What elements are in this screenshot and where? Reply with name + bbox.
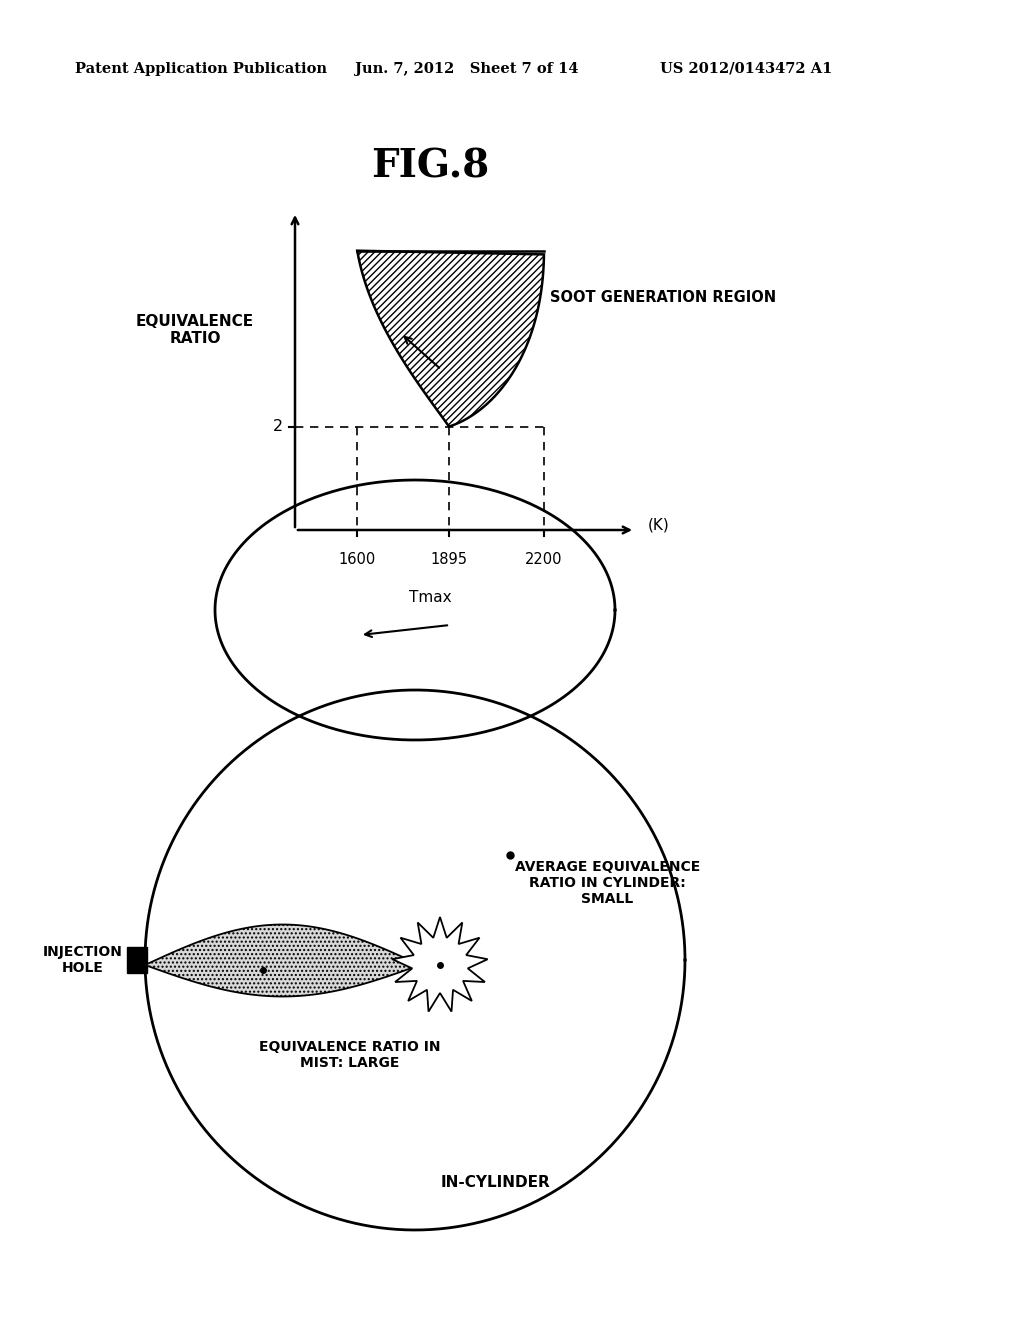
Polygon shape bbox=[357, 251, 544, 426]
Text: US 2012/0143472 A1: US 2012/0143472 A1 bbox=[660, 62, 833, 77]
Text: EQUIVALENCE RATIO IN
MIST: LARGE: EQUIVALENCE RATIO IN MIST: LARGE bbox=[259, 1040, 440, 1071]
Text: Patent Application Publication: Patent Application Publication bbox=[75, 62, 327, 77]
Text: SOOT GENERATION REGION: SOOT GENERATION REGION bbox=[550, 290, 776, 305]
Text: INJECTION
HOLE: INJECTION HOLE bbox=[43, 945, 123, 975]
Text: EQUIVALENCE
RATIO: EQUIVALENCE RATIO bbox=[136, 314, 254, 346]
Text: 1600: 1600 bbox=[339, 552, 376, 568]
Text: (K): (K) bbox=[648, 517, 670, 532]
Text: AVERAGE EQUIVALENCE
RATIO IN CYLINDER:
SMALL: AVERAGE EQUIVALENCE RATIO IN CYLINDER: S… bbox=[515, 861, 700, 907]
Text: 2200: 2200 bbox=[525, 552, 563, 568]
Text: 2: 2 bbox=[272, 418, 283, 434]
Polygon shape bbox=[392, 917, 487, 1011]
Text: Jun. 7, 2012   Sheet 7 of 14: Jun. 7, 2012 Sheet 7 of 14 bbox=[355, 62, 579, 77]
Polygon shape bbox=[145, 924, 420, 997]
Bar bbox=[127, 946, 147, 973]
Text: Tmax: Tmax bbox=[409, 590, 452, 605]
Text: 1895: 1895 bbox=[430, 552, 468, 568]
Text: IN-CYLINDER: IN-CYLINDER bbox=[440, 1175, 550, 1191]
Text: FIG.8: FIG.8 bbox=[371, 148, 489, 186]
